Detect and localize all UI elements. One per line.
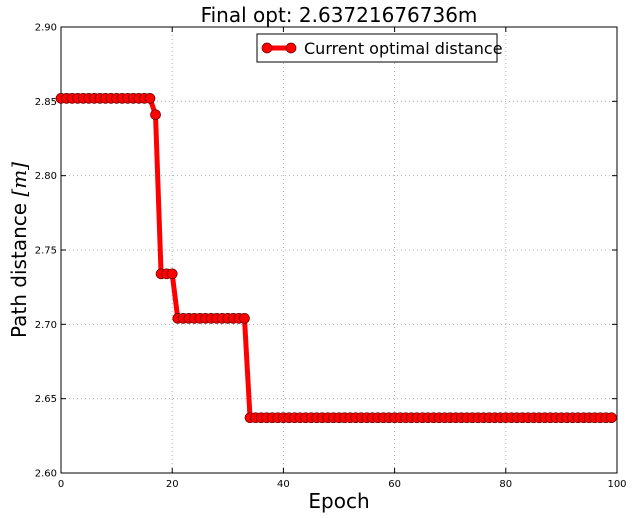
x-tick-label: 100 xyxy=(607,479,626,490)
y-axis-label-text: Path distance xyxy=(7,197,31,338)
data-point xyxy=(239,313,250,324)
y-tick-label: 2.85 xyxy=(35,97,57,108)
y-tick-label: 2.75 xyxy=(35,246,57,257)
data-point xyxy=(144,93,156,104)
x-tick-label: 0 xyxy=(58,479,64,490)
x-tick-label: 20 xyxy=(166,479,179,490)
legend-marker-right xyxy=(285,42,297,54)
legend: Current optimal distance xyxy=(256,33,503,63)
legend-marker-left xyxy=(261,42,273,54)
data-point xyxy=(166,268,178,280)
legend-box xyxy=(256,33,498,63)
legend-entry-current-optimal-distance: Current optimal distance xyxy=(304,39,503,58)
y-tick-label: 2.80 xyxy=(35,171,57,182)
y-tick-label: 2.70 xyxy=(35,320,57,331)
data-point xyxy=(150,109,161,121)
y-axis-label-unit: [m] xyxy=(7,162,31,197)
y-tick-label: 2.65 xyxy=(35,394,57,405)
chart-title: Final opt: 2.63721676736m xyxy=(201,3,478,27)
axis-ticks: 0 20 40 60 80 100 2.60 2.65 2.70 2.75 2.80 2.85 2.90 xyxy=(35,23,627,491)
x-axis-label: Epoch xyxy=(308,489,369,513)
y-tick-label: 2.90 xyxy=(35,23,57,34)
series-current-optimal-distance xyxy=(55,93,617,424)
series-line xyxy=(61,95,612,421)
y-axis-label: Path distance [m] xyxy=(7,162,31,338)
x-tick-label: 80 xyxy=(499,479,512,490)
x-tick-label: 60 xyxy=(388,479,401,490)
data-point xyxy=(606,412,617,424)
y-tick-label: 2.60 xyxy=(35,469,57,480)
x-tick-label: 40 xyxy=(277,479,290,490)
